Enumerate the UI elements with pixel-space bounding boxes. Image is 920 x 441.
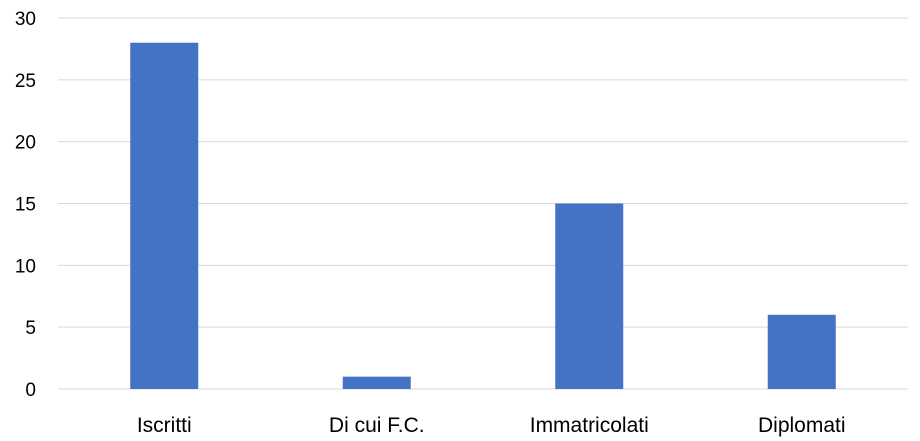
x-category-label: Diplomati bbox=[758, 414, 846, 437]
y-tick-label: 25 bbox=[15, 71, 36, 92]
y-axis-tick-labels: 0 5 10 15 20 25 30 bbox=[15, 9, 36, 401]
x-category-label: Immatricolati bbox=[530, 414, 649, 437]
y-tick-label: 20 bbox=[15, 133, 36, 154]
x-category-label: Iscritti bbox=[137, 414, 192, 437]
bar-di-cui-f-c bbox=[342, 376, 411, 389]
gridlines bbox=[58, 17, 908, 390]
y-tick-label: 30 bbox=[15, 9, 36, 30]
x-category-label: Di cui F.C. bbox=[329, 414, 425, 437]
bar-iscritti bbox=[130, 42, 199, 389]
x-axis-category-labels: Iscritti Di cui F.C. Immatricolati Diplomat… bbox=[137, 414, 846, 437]
y-tick-label: 15 bbox=[15, 195, 36, 216]
bars bbox=[130, 42, 836, 389]
y-tick-label: 10 bbox=[15, 256, 36, 277]
y-tick-label: 5 bbox=[25, 318, 36, 339]
bar-immatricolati bbox=[555, 203, 624, 389]
bar-diplomati bbox=[767, 314, 836, 389]
y-tick-label: 0 bbox=[25, 380, 36, 401]
